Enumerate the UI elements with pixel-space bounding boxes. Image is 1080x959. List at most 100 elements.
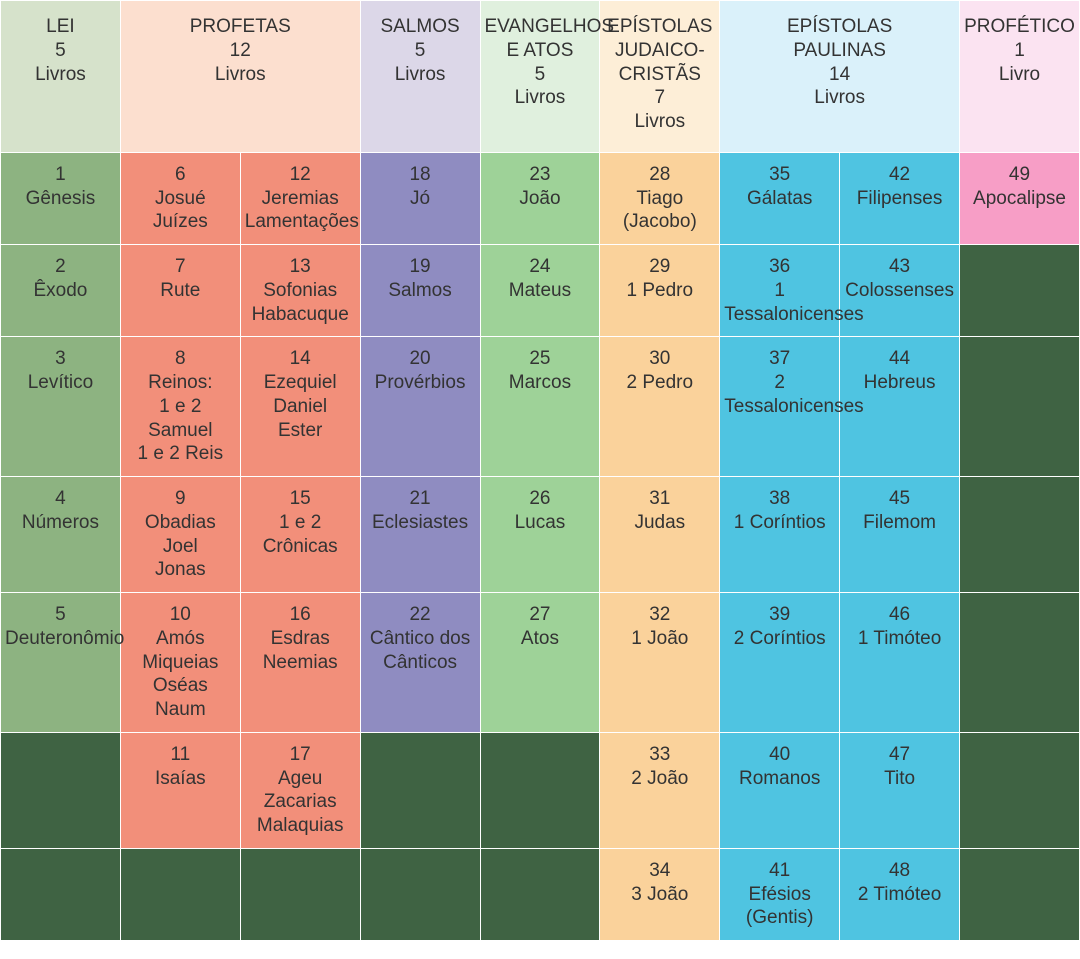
- category-title: PROFÉTICO: [964, 15, 1075, 39]
- book-number: 16: [245, 603, 356, 627]
- book-number: 34: [604, 859, 715, 883]
- category-unit: Livros: [724, 86, 955, 110]
- book-name: 1 Coríntios: [724, 511, 835, 535]
- book-name: Jeremias Lamentações: [245, 187, 356, 235]
- book-name: Levítico: [5, 371, 116, 395]
- book-number: 23: [485, 163, 596, 187]
- book-number: 31: [604, 487, 715, 511]
- book-number: 44: [844, 347, 955, 371]
- book-number: 27: [485, 603, 596, 627]
- book-name: Números: [5, 511, 116, 535]
- category-unit: Livros: [604, 110, 715, 134]
- book-number: 40: [724, 743, 835, 767]
- category-title: EPÍSTOLAS PAULINAS: [724, 15, 955, 63]
- book-cell: 3Levítico: [1, 337, 121, 477]
- book-number: 14: [245, 347, 356, 371]
- table-header: LEI5LivrosPROFETAS12LivrosSALMOS5LivrosE…: [1, 1, 1080, 153]
- book-cell: 10Amós Miqueias Oséas Naum: [120, 593, 240, 733]
- book-number: 2: [5, 255, 116, 279]
- book-cell: 23João: [480, 152, 600, 244]
- book-number: 13: [245, 255, 356, 279]
- book-name: Êxodo: [5, 279, 116, 303]
- book-name: Isaías: [125, 767, 236, 791]
- book-cell: 16Esdras Neemias: [240, 593, 360, 733]
- book-name: Gálatas: [724, 187, 835, 211]
- book-number: 29: [604, 255, 715, 279]
- book-number: 5: [5, 603, 116, 627]
- table-row: 5Deuteronômio10Amós Miqueias Oséas Naum1…: [1, 593, 1080, 733]
- book-number: 20: [365, 347, 476, 371]
- book-cell: 482 Timóteo: [840, 848, 960, 940]
- book-number: 41: [724, 859, 835, 883]
- book-cell: 49Apocalipse: [960, 152, 1080, 244]
- book-number: 9: [125, 487, 236, 511]
- empty-cell: [960, 245, 1080, 337]
- book-cell: 42Filipenses: [840, 152, 960, 244]
- book-name: Filipenses: [844, 187, 955, 211]
- book-number: 11: [125, 743, 236, 767]
- book-name: 1 Pedro: [604, 279, 715, 303]
- book-name: Marcos: [485, 371, 596, 395]
- empty-cell: [1, 848, 121, 940]
- category-count: 12: [125, 39, 356, 63]
- book-number: 46: [844, 603, 955, 627]
- category-header-profetico: PROFÉTICO1Livro: [960, 1, 1080, 153]
- book-name: Tiago (Jacobo): [604, 187, 715, 235]
- book-cell: 24Mateus: [480, 245, 600, 337]
- bible-books-table-container: LEI5LivrosPROFETAS12LivrosSALMOS5LivrosE…: [0, 0, 1080, 941]
- book-number: 32: [604, 603, 715, 627]
- book-number: 17: [245, 743, 356, 767]
- book-cell: 47Tito: [840, 732, 960, 848]
- book-number: 15: [245, 487, 356, 511]
- book-cell: 45Filemom: [840, 477, 960, 593]
- book-name: Filemom: [844, 511, 955, 535]
- empty-cell: [960, 732, 1080, 848]
- book-cell: 302 Pedro: [600, 337, 720, 477]
- book-name: 3 João: [604, 883, 715, 907]
- book-name: Atos: [485, 627, 596, 651]
- book-name: Josué Juízes: [125, 187, 236, 235]
- book-name: Jó: [365, 187, 476, 211]
- empty-cell: [480, 732, 600, 848]
- category-header-paulinas: EPÍSTOLAS PAULINAS14Livros: [720, 1, 960, 153]
- book-name: Eclesiastes: [365, 511, 476, 535]
- book-name: 2 Tessalonicenses: [724, 371, 835, 419]
- category-title: EVANGELHOS E ATOS: [485, 15, 596, 63]
- category-count: 5: [485, 63, 596, 87]
- book-cell: 7Rute: [120, 245, 240, 337]
- book-cell: 13Sofonias Habacuque: [240, 245, 360, 337]
- empty-cell: [960, 337, 1080, 477]
- book-name: 1 e 2 Crônicas: [245, 511, 356, 559]
- book-cell: 19Salmos: [360, 245, 480, 337]
- book-cell: 321 João: [600, 593, 720, 733]
- book-cell: 9Obadias Joel Jonas: [120, 477, 240, 593]
- category-unit: Livros: [365, 63, 476, 87]
- book-number: 25: [485, 347, 596, 371]
- book-number: 28: [604, 163, 715, 187]
- category-count: 5: [5, 39, 116, 63]
- book-cell: 8Reinos: 1 e 2 Samuel 1 e 2 Reis: [120, 337, 240, 477]
- book-number: 48: [844, 859, 955, 883]
- book-number: 36: [724, 255, 835, 279]
- category-count: 14: [724, 63, 955, 87]
- book-name: Judas: [604, 511, 715, 535]
- empty-cell: [960, 477, 1080, 593]
- book-name: Romanos: [724, 767, 835, 791]
- book-cell: 392 Coríntios: [720, 593, 840, 733]
- book-name: Ageu Zacarias Malaquias: [245, 767, 356, 838]
- book-number: 18: [365, 163, 476, 187]
- book-number: 4: [5, 487, 116, 511]
- book-number: 35: [724, 163, 835, 187]
- bible-books-table: LEI5LivrosPROFETAS12LivrosSALMOS5LivrosE…: [0, 0, 1080, 941]
- category-header-salmos: SALMOS5Livros: [360, 1, 480, 153]
- book-number: 10: [125, 603, 236, 627]
- book-number: 45: [844, 487, 955, 511]
- book-number: 42: [844, 163, 955, 187]
- book-cell: 22Cântico dos Cânticos: [360, 593, 480, 733]
- book-name: 1 Timóteo: [844, 627, 955, 651]
- book-number: 49: [964, 163, 1075, 187]
- book-name: Salmos: [365, 279, 476, 303]
- category-header-row: LEI5LivrosPROFETAS12LivrosSALMOS5LivrosE…: [1, 1, 1080, 153]
- book-name: João: [485, 187, 596, 211]
- book-name: Lucas: [485, 511, 596, 535]
